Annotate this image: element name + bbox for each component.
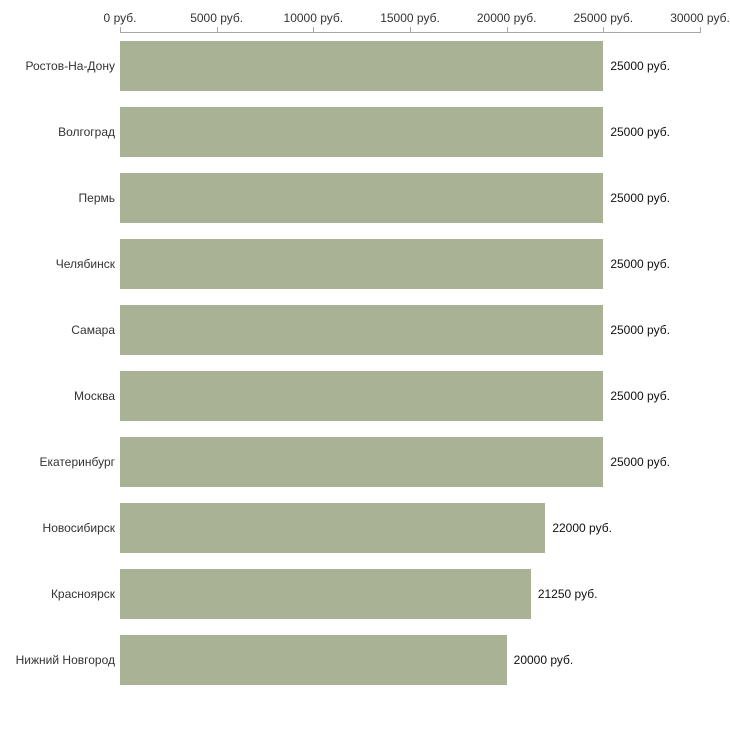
bar-row: Ростов-На-Дону 25000 руб. <box>0 33 730 99</box>
bar <box>120 371 604 421</box>
value-label: 25000 руб. <box>610 257 670 271</box>
bar-track: 25000 руб. <box>120 107 730 157</box>
bar <box>120 437 604 487</box>
x-axis-tick-label: 15000 руб. <box>380 11 440 25</box>
x-axis-tick <box>700 27 701 32</box>
x-axis-tick <box>120 27 121 32</box>
x-axis-tick <box>216 27 218 32</box>
category-label: Волгоград <box>58 125 115 139</box>
bar-track: 21250 руб. <box>120 569 730 619</box>
bar-track: 25000 руб. <box>120 371 730 421</box>
bar <box>120 635 507 685</box>
bar <box>120 41 604 91</box>
bar-row: Самара 25000 руб. <box>0 297 730 363</box>
x-axis-tick <box>603 27 605 32</box>
bar-row: Екатеринбург 25000 руб. <box>0 429 730 495</box>
category-label: Нижний Новгород <box>15 653 115 667</box>
x-axis-tick <box>313 27 315 32</box>
bar-track: 22000 руб. <box>120 503 730 553</box>
x-axis-tick <box>410 27 411 32</box>
bar-row: Волгоград 25000 руб. <box>0 99 730 165</box>
category-label: Челябинск <box>55 257 115 271</box>
category-label: Самара <box>71 323 115 337</box>
bar-track: 20000 руб. <box>120 635 730 685</box>
value-label: 25000 руб. <box>610 59 670 73</box>
x-axis-tick-label: 30000 руб. <box>670 11 730 25</box>
x-axis-tick-label: 0 руб. <box>103 11 137 25</box>
bar <box>120 305 604 355</box>
bar-row: Новосибирск 22000 руб. <box>0 495 730 561</box>
bar-track: 25000 руб. <box>120 305 730 355</box>
bar-track: 25000 руб. <box>120 173 730 223</box>
value-label: 25000 руб. <box>610 323 670 337</box>
x-axis-tick-label: 5000 руб. <box>190 11 244 25</box>
category-label: Москва <box>74 389 115 403</box>
value-label: 25000 руб. <box>610 191 670 205</box>
category-label: Пермь <box>78 191 115 205</box>
x-axis-tick-label: 20000 руб. <box>476 11 537 25</box>
category-label: Новосибирск <box>42 521 115 535</box>
x-axis-tick-label: 10000 руб. <box>283 11 344 25</box>
bar-row: Челябинск 25000 руб. <box>0 231 730 297</box>
value-label: 21250 руб. <box>537 587 598 601</box>
x-axis-tick <box>506 27 508 32</box>
bar <box>120 503 546 553</box>
category-label: Екатеринбург <box>39 455 116 469</box>
value-label: 22000 руб. <box>552 521 612 535</box>
category-label: Красноярск <box>50 587 115 601</box>
value-label: 25000 руб. <box>610 455 670 469</box>
bar <box>120 239 604 289</box>
x-axis-tick-label: 25000 руб. <box>573 11 634 25</box>
bar-row: Москва 25000 руб. <box>0 363 730 429</box>
bar <box>120 107 604 157</box>
bar-row: Нижний Новгород 20000 руб. <box>0 627 730 693</box>
category-label: Ростов-На-Дону <box>25 59 115 73</box>
bar-row: Пермь 25000 руб. <box>0 165 730 231</box>
value-label: 20000 руб. <box>513 653 574 667</box>
value-label: 25000 руб. <box>610 389 670 403</box>
bar-track: 25000 руб. <box>120 437 730 487</box>
bar-row: Красноярск 21250 руб. <box>0 561 730 627</box>
bar <box>120 173 604 223</box>
bar-track: 25000 руб. <box>120 41 730 91</box>
x-axis-line <box>120 32 701 33</box>
bar-track: 25000 руб. <box>120 239 730 289</box>
x-axis: 0 руб. 5000 руб. 10000 руб. 15000 руб. 20000… <box>0 0 730 33</box>
bar <box>120 569 531 619</box>
bar-rows: Ростов-На-Дону 25000 руб. Волгоград 25000 р… <box>0 33 730 693</box>
value-label: 25000 руб. <box>610 125 670 139</box>
